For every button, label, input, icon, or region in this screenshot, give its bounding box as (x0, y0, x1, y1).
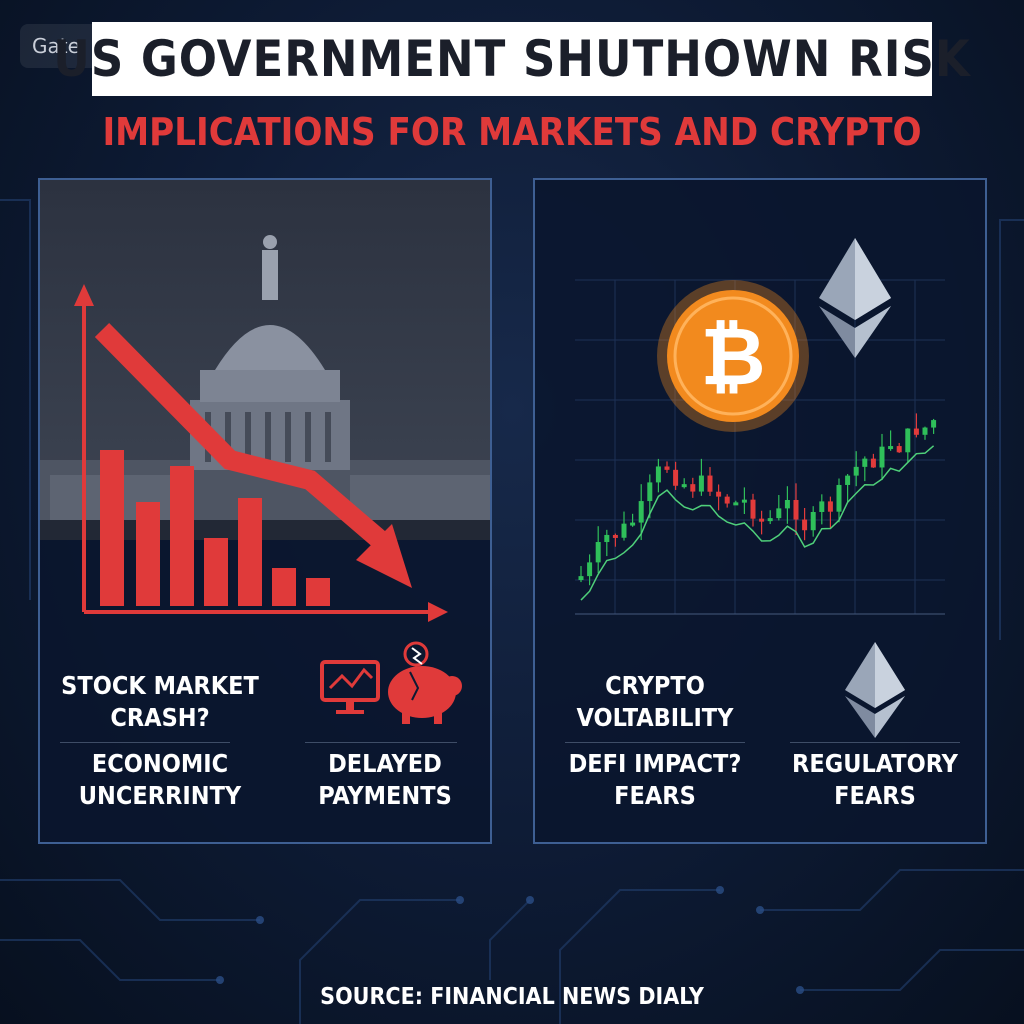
candlestick-trend-line (580, 445, 935, 601)
candle-body (750, 499, 756, 519)
candle-body (759, 518, 765, 522)
candle-body (578, 576, 584, 580)
candle-body (621, 523, 627, 538)
candle-body (595, 542, 601, 563)
right-divider-1 (565, 742, 745, 743)
candlestick-chart-icon (578, 413, 937, 586)
candle-body (776, 508, 782, 519)
label-stock-market: STOCK MARKET (61, 671, 259, 700)
candle-body (698, 475, 704, 492)
label-payments: PAYMENTS (318, 781, 452, 810)
candle-body (870, 458, 876, 468)
candle-body (802, 519, 808, 531)
candle-body (612, 534, 618, 538)
candle-body (630, 522, 636, 526)
candle-body (905, 428, 911, 453)
label-regulatory: REGULATORY (792, 749, 958, 778)
candle-body (587, 562, 593, 577)
candle-body (716, 491, 722, 497)
bitcoin-icon: ₿ (657, 280, 809, 432)
down-trend-arrow-icon (94, 322, 412, 588)
chart-axes (74, 284, 448, 622)
page-title: US GOVERNMENT SHUTHOWN RISK (53, 30, 971, 88)
svg-text:₿: ₿ (700, 310, 765, 403)
label-delayed: DELAYED (328, 749, 442, 778)
candle-body (793, 499, 799, 520)
candle-body (922, 427, 928, 435)
label-volatility: VOLTABILITY (576, 703, 734, 732)
candle-body (879, 446, 885, 468)
candle-body (931, 420, 937, 428)
candle-body (690, 484, 696, 492)
stock-market-panel: STOCK MARKET CRASH? ECONOMIC UNCERRINTY … (38, 178, 492, 844)
crypto-panel: ₿ CRYPTO VOLTABILITY DEFI IMPACT? FEARS … (533, 178, 987, 844)
bar-chart-icon (100, 450, 330, 606)
crypto-illustration: ₿ (575, 238, 945, 738)
candle-body (638, 501, 644, 523)
candle-body (655, 466, 661, 483)
label-defi-impact: DEFI IMPACT? (568, 749, 742, 778)
candle-body (896, 446, 902, 453)
ethereum-icon (819, 238, 891, 358)
stock-crash-illustration (40, 180, 490, 724)
page-subtitle: IMPLICATIONS FOR MARKETS AND CRYPTO (102, 110, 922, 154)
ethereum-icon-small (845, 642, 905, 738)
broken-piggy-bank-icon (388, 641, 462, 724)
left-divider-1 (60, 742, 230, 743)
label-regulatory-fears: FEARS (834, 781, 916, 810)
candle-body (845, 475, 851, 485)
left-divider-2 (305, 742, 457, 743)
candle-body (784, 499, 790, 509)
label-economic: ECONOMIC (91, 749, 229, 778)
candle-body (733, 502, 739, 506)
candle-body (664, 466, 670, 470)
candle-body (707, 475, 713, 492)
label-crash: CRASH? (110, 703, 210, 732)
candle-body (819, 501, 825, 512)
monitor-chart-icon (320, 660, 380, 714)
chart-grid (575, 279, 945, 615)
candle-body (741, 499, 747, 503)
candle-body (604, 534, 610, 543)
candle-body (853, 466, 859, 476)
candle-body (724, 496, 730, 504)
candle-body (827, 501, 833, 512)
candle-body (673, 469, 679, 486)
title-banner: US GOVERNMENT SHUTHOWN RISK (53, 22, 970, 96)
label-defi-fears: FEARS (614, 781, 696, 810)
candle-body (647, 482, 653, 502)
candle-body (888, 446, 894, 450)
source-caption: SOURCE: FINANCIAL NEWS DIALY (320, 984, 704, 1010)
right-divider-2 (790, 742, 960, 743)
candle-body (681, 484, 687, 488)
candle-body (913, 428, 919, 435)
label-crypto: CRYPTO (605, 671, 705, 700)
candle-body (767, 518, 773, 522)
label-uncertainty: UNCERRINTY (78, 781, 242, 810)
candle-body (810, 511, 816, 531)
candle-body (862, 458, 868, 467)
candle-body (836, 484, 842, 512)
